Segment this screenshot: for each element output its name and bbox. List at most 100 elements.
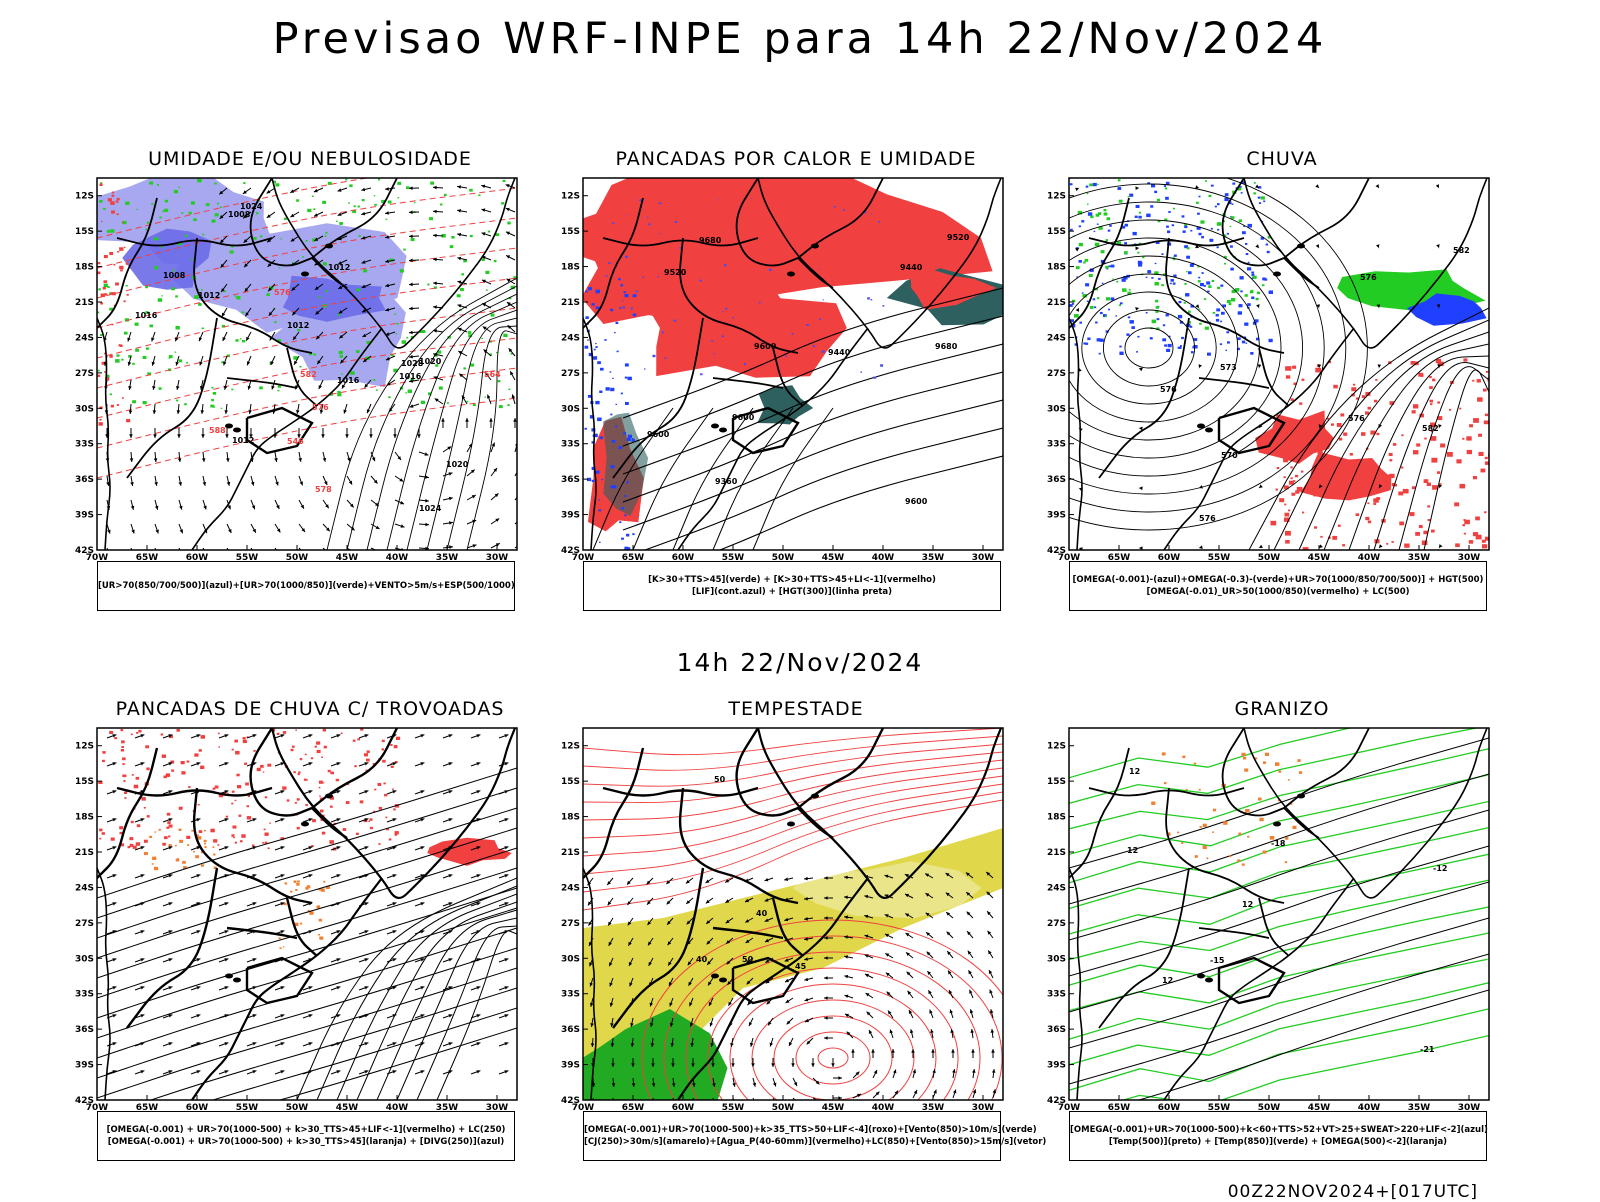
lat-tick-label: 24S: [561, 883, 580, 893]
contour-label: 9600: [732, 413, 755, 422]
legend-line: [K>30+TTS>45](verde) + [K>30+TTS>45+LI<-…: [584, 574, 1000, 586]
contour-label: 12: [1242, 900, 1253, 909]
contour-label: 9440: [828, 348, 851, 357]
legend-line: [Temp(500)](preto) + [Temp(850)](verde) …: [1070, 1136, 1486, 1148]
forecast-time-label: 14h 22/Nov/2024: [0, 648, 1600, 677]
lat-tick-label: 30S: [75, 404, 94, 414]
lat-tick-label: 27S: [75, 369, 94, 379]
lat-tick-label: 36S: [75, 1025, 94, 1035]
legend-line: [UR>70(850/700/500)](azul)+[UR>70(1000/8…: [98, 580, 514, 592]
contour-label: 1024: [419, 504, 442, 513]
legend-line: [OMEGA(-0.01)_UR>50(1000/850)(vermelho) …: [1070, 586, 1486, 598]
lat-tick-label: 15S: [561, 777, 580, 787]
panel-title: PANCADAS DE CHUVA C/ TROVOADAS: [80, 698, 540, 720]
lat-tick-label: 21S: [75, 298, 94, 308]
contour-label: 582: [1453, 246, 1470, 255]
lat-tick-label: 27S: [75, 919, 94, 929]
contour-label: 1012: [287, 321, 309, 330]
page-title: Previsao WRF-INPE para 14h 22/Nov/2024: [0, 14, 1600, 64]
contour-label: 40: [756, 909, 768, 918]
lat-tick-label: 33S: [1047, 440, 1066, 450]
lat-tick-label: 18S: [561, 813, 580, 823]
contour-label: 1016: [337, 376, 360, 385]
contour-label: 12: [1162, 976, 1173, 985]
lat-tick-label: 39S: [1047, 511, 1066, 521]
lat-tick-label: 15S: [75, 227, 94, 237]
contour-label: 45: [795, 962, 807, 971]
lat-tick-label: 12S: [1047, 742, 1066, 752]
lat-tick-label: 15S: [1047, 777, 1066, 787]
legend-line: [OMEGA(-0.001)+UR>70(1000-500)+k<60+TTS>…: [1070, 1124, 1486, 1136]
contour-label: 570: [1221, 451, 1238, 460]
lat-tick-label: 24S: [1047, 883, 1066, 893]
lat-tick-label: 27S: [1047, 369, 1066, 379]
contour-label: 576: [274, 288, 291, 297]
contour-label: 546: [287, 437, 304, 446]
contour-label: -12: [1433, 864, 1447, 873]
lat-tick-label: 33S: [1047, 990, 1066, 1000]
lat-tick-label: 15S: [561, 227, 580, 237]
contour-label: -15: [1210, 956, 1225, 965]
legend-box: [K>30+TTS>45](verde) + [K>30+TTS>45+LI<-…: [583, 561, 1001, 611]
contour-label: 9600: [905, 497, 928, 506]
lat-tick-label: 36S: [1047, 1025, 1066, 1035]
contour-label: 578: [315, 485, 332, 494]
lat-tick-label: 30S: [75, 954, 94, 964]
lat-tick-label: 15S: [1047, 227, 1066, 237]
panel-title: GRANIZO: [1052, 698, 1512, 720]
legend-box: [OMEGA(-0.001)-(azul)+OMEGA(-0.3)-(verde…: [1069, 561, 1487, 611]
lat-tick-label: 39S: [1047, 1061, 1066, 1071]
lat-tick-label: 30S: [561, 954, 580, 964]
contour-label: 12: [1127, 846, 1138, 855]
contour-label: 9680: [935, 342, 958, 351]
lat-tick-label: 27S: [561, 369, 580, 379]
panel-title: CHUVA: [1052, 148, 1512, 170]
lat-tick-label: 36S: [561, 1025, 580, 1035]
contour-label: 40: [696, 955, 708, 964]
legend-box: [OMEGA(-0.001)+UR>70(1000-500)+k<60+TTS>…: [1069, 1111, 1487, 1161]
lat-tick-label: 33S: [75, 990, 94, 1000]
contour-label: -18: [1271, 839, 1286, 848]
legend-line: [OMEGA(-0.001)+UR>70(1000-500)+k>35_TTS>…: [584, 1124, 1000, 1136]
lat-tick-label: 24S: [75, 883, 94, 893]
legend-line: [OMEGA(-0.001)-(azul)+OMEGA(-0.3)-(verde…: [1070, 574, 1486, 586]
forecast-map: 9680968096009600960095209440936096009520…: [546, 170, 1006, 590]
lat-tick-label: 18S: [1047, 813, 1066, 823]
lat-tick-label: 24S: [75, 333, 94, 343]
lat-tick-label: 30S: [1047, 404, 1066, 414]
contour-label: 9600: [647, 430, 670, 439]
legend-line: [OMEGA(-0.001) + UR>70(1000-500) + k>30_…: [98, 1136, 514, 1148]
legend-box: [OMEGA(-0.001)+UR>70(1000-500)+k>35_TTS>…: [583, 1111, 1001, 1161]
lat-tick-label: 18S: [75, 813, 94, 823]
lat-tick-label: 18S: [1047, 263, 1066, 273]
lat-tick-label: 12S: [561, 742, 580, 752]
contour-label: 576: [1360, 273, 1377, 282]
lat-tick-label: 15S: [75, 777, 94, 787]
lat-tick-label: 33S: [561, 990, 580, 1000]
legend-box: [OMEGA(-0.001) + UR>70(1000-500) + k>30_…: [97, 1111, 515, 1161]
forecast-map: 505040404512S15S18S21S24S27S30S33S36S39S…: [546, 720, 1006, 1140]
lat-tick-label: 21S: [1047, 848, 1066, 858]
contour-label: 1012: [232, 436, 254, 445]
contour-label: 1008: [228, 210, 251, 219]
panel-title: TEMPESTADE: [566, 698, 1026, 720]
forecast-map: 1012100810121008101210121016101610201016…: [60, 170, 520, 590]
lat-tick-label: 36S: [561, 475, 580, 485]
contour-label: 9520: [947, 233, 970, 242]
lat-tick-label: 12S: [1047, 192, 1066, 202]
contour-label: 588: [209, 426, 226, 435]
lat-tick-label: 18S: [561, 263, 580, 273]
contour-label: 50: [714, 775, 726, 784]
lat-tick-label: 30S: [561, 404, 580, 414]
contour-label: 1016: [399, 372, 422, 381]
lat-tick-label: 27S: [561, 919, 580, 929]
lat-tick-label: 12S: [75, 192, 94, 202]
lat-tick-label: 18S: [75, 263, 94, 273]
lat-tick-label: 36S: [75, 475, 94, 485]
contour-label: 9520: [664, 268, 687, 277]
